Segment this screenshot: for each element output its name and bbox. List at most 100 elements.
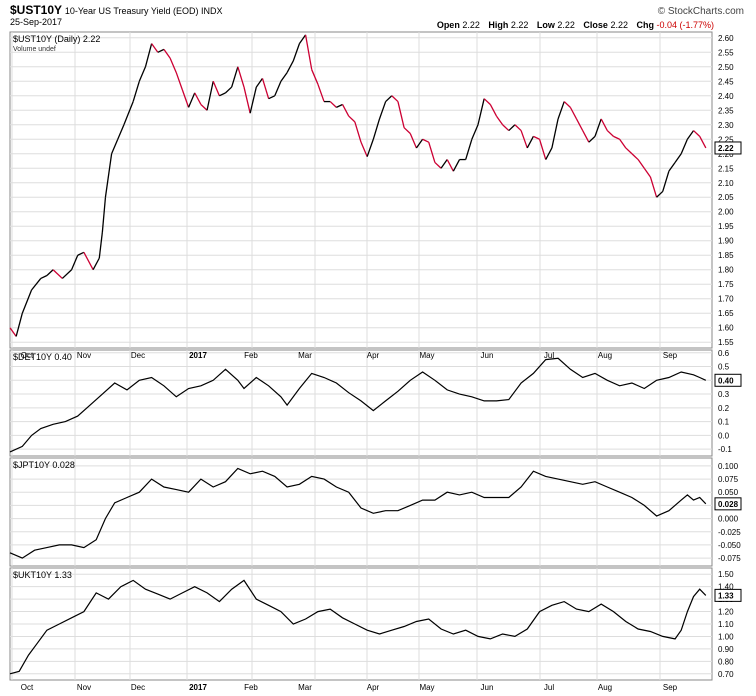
- y-tick-label: 2.45: [718, 77, 734, 86]
- price-segment: [699, 136, 707, 149]
- price-segment: [422, 138, 430, 143]
- price-segment: [40, 274, 48, 280]
- price-segment: [31, 278, 42, 291]
- price-segment: [545, 147, 553, 160]
- price-segment: [520, 130, 528, 149]
- last-value-box: [714, 141, 742, 155]
- price-segment: [631, 153, 639, 161]
- price-segment: [643, 167, 651, 178]
- y-tick-label: 1.10: [718, 620, 734, 629]
- panel-sublegend: Volume undef: [13, 46, 56, 53]
- price-segment: [502, 124, 510, 132]
- y-tick-label: 2.40: [718, 92, 734, 101]
- price-segment: [452, 159, 461, 172]
- price-segment: [225, 86, 233, 94]
- x-tick-label: Aug: [598, 683, 612, 692]
- ohlc-value-high: 2.22: [510, 20, 531, 30]
- y-tick-label: 2.00: [718, 208, 734, 217]
- price-segment: [508, 124, 516, 132]
- price-segment: [292, 43, 301, 62]
- price-segment: [526, 136, 534, 149]
- price-segment: [385, 95, 393, 103]
- y-tick-label: 0.050: [718, 488, 739, 497]
- price-segment: [298, 34, 307, 44]
- ohlc-value-low: 2.22: [557, 20, 578, 30]
- price-segment: [101, 197, 107, 233]
- price-segment: [336, 103, 343, 108]
- price-segment: [557, 101, 565, 120]
- price-segment: [187, 92, 196, 108]
- price-segment: [409, 133, 418, 149]
- last-value-label: 2.22: [718, 144, 734, 153]
- y-tick-label: 2.50: [718, 63, 734, 72]
- y-tick-label: 2.55: [718, 48, 734, 57]
- price-segment: [348, 115, 356, 123]
- price-segment: [686, 130, 695, 140]
- price-segment: [21, 289, 33, 314]
- price-segment: [600, 118, 608, 131]
- price-segment: [594, 118, 602, 137]
- price-segment: [104, 153, 113, 198]
- y-tick-label: 1.65: [718, 309, 734, 318]
- last-value-label: 0.028: [718, 500, 739, 509]
- price-segment: [46, 269, 54, 276]
- last-value-label: 0.40: [718, 376, 734, 385]
- x-tick-label: Jun: [481, 351, 494, 360]
- price-segment: [440, 159, 448, 169]
- x-tick-label: Feb: [244, 351, 258, 360]
- y-tick-label: -0.075: [718, 554, 741, 563]
- ohlc-value-close: 2.22: [610, 20, 631, 30]
- price-segment: [668, 162, 676, 172]
- price-segment: [304, 34, 313, 70]
- y-tick-label: 1.75: [718, 280, 734, 289]
- x-tick-label: Aug: [598, 351, 612, 360]
- price-segment: [317, 83, 325, 102]
- price-segment: [354, 121, 362, 143]
- price-segment: [495, 115, 504, 126]
- x-tick-label: Apr: [367, 683, 380, 692]
- price-segment: [649, 176, 658, 198]
- price-segment: [693, 130, 701, 137]
- price-segment: [563, 101, 571, 108]
- price-segment: [311, 69, 319, 85]
- price-segment: [680, 139, 688, 155]
- price-segment: [138, 66, 147, 82]
- ohlc-readout: Open 2.22 High 2.22 Low 2.22 Close 2.22 …: [437, 20, 720, 30]
- price-segment: [403, 127, 411, 134]
- ohlc-label-close: Close: [583, 20, 611, 30]
- panel-legend-0: $UST10Y (Daily) 2.22: [13, 34, 100, 44]
- price-segment: [378, 101, 387, 120]
- x-tick-label: Apr: [367, 351, 380, 360]
- price-segment: [231, 66, 239, 88]
- price-segment: [200, 104, 208, 111]
- series-line-2: [9, 467, 707, 559]
- price-segment: [465, 139, 473, 160]
- price-segment: [206, 81, 214, 111]
- y-tick-label: -0.1: [718, 445, 732, 454]
- price-segment: [569, 107, 578, 120]
- y-tick-label: 1.60: [718, 324, 734, 333]
- panel-legend-1: $DET10Y 0.40: [13, 352, 72, 362]
- price-segment: [471, 124, 479, 140]
- price-segment: [274, 81, 282, 97]
- y-tick-label: 1.00: [718, 632, 734, 641]
- y-tick-label: 0.000: [718, 515, 739, 524]
- x-tick-label: Oct: [21, 351, 34, 360]
- price-segment: [674, 153, 682, 163]
- x-tick-label: Nov: [77, 683, 91, 692]
- y-tick-label: 1.70: [718, 295, 734, 304]
- y-tick-label: -0.050: [718, 541, 741, 550]
- y-tick-label: 0.80: [718, 657, 734, 666]
- x-tick-label: Oct: [21, 683, 34, 692]
- price-segment: [280, 72, 288, 82]
- price-segment: [77, 251, 85, 256]
- price-segment: [613, 135, 620, 140]
- y-tick-label: 0.100: [718, 462, 739, 471]
- x-tick-label: Dec: [131, 351, 145, 360]
- y-tick-label: 1.95: [718, 222, 734, 231]
- symbol-label: $UST10Y: [10, 3, 63, 17]
- price-segment: [52, 269, 63, 279]
- price-segment: [575, 118, 584, 131]
- price-segment: [329, 101, 337, 108]
- x-tick-label: Mar: [298, 683, 312, 692]
